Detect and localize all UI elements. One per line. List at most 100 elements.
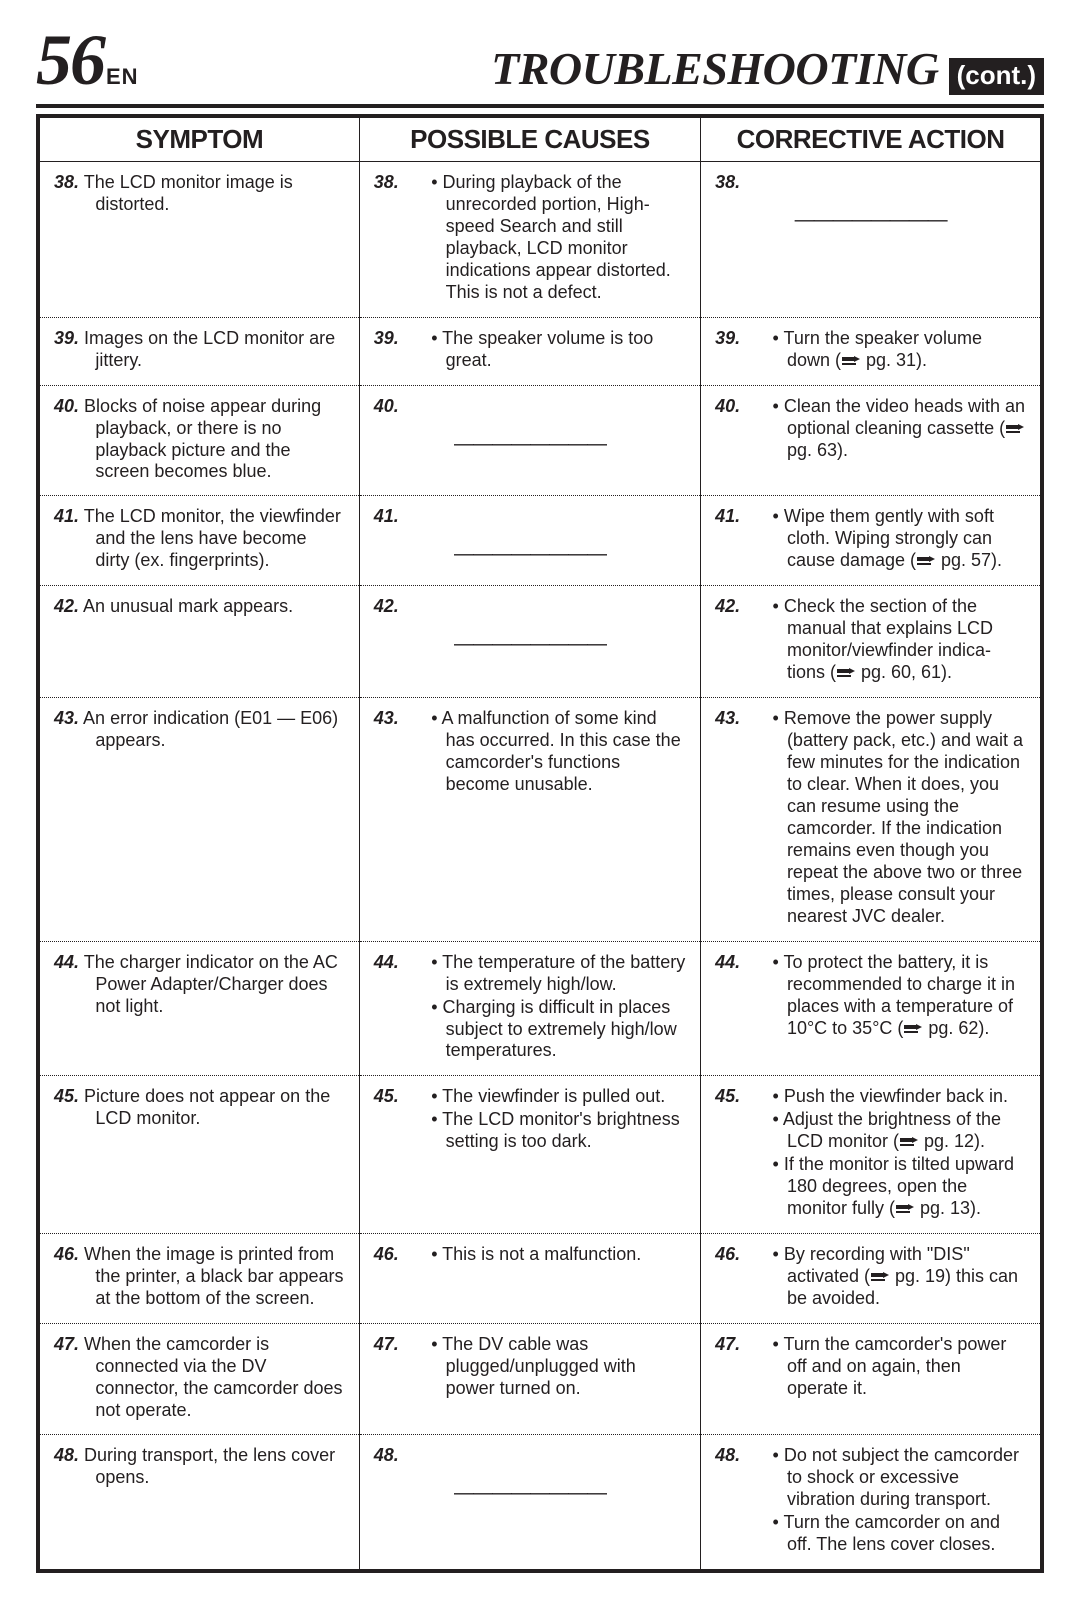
causes-cell: 46. This is not a malfunction. (359, 1234, 700, 1324)
symptom-cell: 38. The LCD monitor image is distorted. (38, 162, 359, 318)
bullet-item: The DV cable was plugged/unplugged with … (431, 1334, 686, 1400)
symptom-cell: 43. An error indication (E01 — E06) appe… (38, 698, 359, 942)
row-number: 42. (54, 596, 79, 616)
page-header: 56 EN TROUBLESHOOTING (cont.) (36, 24, 1044, 96)
row-number: 45. (374, 1086, 399, 1154)
action-cell: 42. Check the section of the manual that … (701, 586, 1042, 698)
row-number: 39. (54, 328, 79, 348)
row-number: 42. (374, 596, 399, 616)
bullet-item: Clean the video heads with an optional c… (773, 396, 1026, 462)
row-number: 42. (715, 596, 740, 685)
action-cell: 48.Do not subject the camcorder to shock… (701, 1434, 1042, 1570)
action-cell: 39.Turn the speaker volume down ( pg. 31… (701, 317, 1042, 385)
causes-cell: 38.During playback of the unrecorded por… (359, 162, 700, 318)
row-number: 44. (54, 952, 79, 972)
row-number: 48. (54, 1445, 79, 1465)
action-cell: 43.Remove the power supply (battery pack… (701, 698, 1042, 942)
col-header-action: CORRECTIVE ACTION (701, 116, 1042, 162)
bullet-item: A malfunction of some kind has occurred.… (431, 708, 686, 796)
row-number: 44. (374, 952, 399, 1064)
blank-dash: ———————— (374, 632, 686, 656)
header-rule (36, 104, 1044, 108)
bullet-item: Adjust the brightness of the LCD monitor… (773, 1109, 1026, 1153)
bullet-item: If the monitor is tilted upward 180 degr… (773, 1154, 1026, 1220)
symptom-cell: 39. Images on the LCD monitor are jitter… (38, 317, 359, 385)
symptom-cell: 42. An unusual mark appears. (38, 586, 359, 698)
row-number: 46. (374, 1244, 399, 1267)
symptom-cell: 47. When the camcorder is connected via … (38, 1323, 359, 1434)
row-number: 45. (54, 1086, 79, 1106)
row-number: 43. (54, 708, 79, 728)
bullet-item: The temperature of the battery is extrem… (431, 952, 686, 996)
bullet-item: Remove the power supply (battery pack, e… (773, 708, 1026, 928)
causes-cell: 44. The temperature of the battery is ext… (359, 941, 700, 1076)
ref-icon (841, 354, 861, 368)
ref-icon (895, 1202, 915, 1216)
row-number: 38. (715, 172, 740, 192)
row-number: 47. (715, 1334, 740, 1401)
symptom-text: Images on the LCD monitor are jittery. (84, 328, 335, 370)
row-number: 41. (54, 506, 79, 526)
table-row: 40. Blocks of noise appear during playba… (38, 385, 1042, 496)
bullet-item: Charging is difficult in places subject … (431, 997, 686, 1063)
ref-icon (870, 1270, 890, 1284)
bullet-item: Turn the camcorder on and off. The lens … (773, 1512, 1026, 1556)
row-number: 38. (374, 172, 399, 305)
symptom-cell: 48. During transport, the lens cover ope… (38, 1434, 359, 1570)
title-bar: TROUBLESHOOTING (cont.) (491, 42, 1044, 95)
table-row: 46. When the image is printed from the p… (38, 1234, 1042, 1324)
symptom-text: The LCD monitor, the viewfinder and the … (84, 506, 341, 570)
row-number: 39. (374, 328, 399, 373)
symptom-cell: 40. Blocks of noise appear during playba… (38, 385, 359, 496)
symptom-text: When the image is printed from the print… (84, 1244, 344, 1308)
col-header-causes: POSSIBLE CAUSES (359, 116, 700, 162)
action-cell: 46.By recording with "DIS" activated ( p… (701, 1234, 1042, 1324)
bullet-item: By recording with "DIS" activated ( pg. … (773, 1244, 1026, 1310)
blank-dash: ———————— (374, 432, 686, 456)
row-number: 40. (374, 396, 399, 416)
table-row: 44. The charger indicator on the AC Powe… (38, 941, 1042, 1076)
symptom-cell: 44. The charger indicator on the AC Powe… (38, 941, 359, 1076)
table-header-row: SYMPTOM POSSIBLE CAUSES CORRECTIVE ACTIO… (38, 116, 1042, 162)
causes-cell: 43. A malfunction of some kind has occurr… (359, 698, 700, 942)
ref-icon (916, 554, 936, 568)
action-cell: 41.Wipe them gently with soft cloth. Wip… (701, 496, 1042, 586)
bullet-item: The speaker volume is too great. (431, 328, 686, 372)
row-number: 40. (54, 396, 79, 416)
action-cell: 45.Push the viewfinder back in.Adjust th… (701, 1076, 1042, 1234)
action-cell: 40.Clean the video heads with an optiona… (701, 385, 1042, 496)
symptom-text: An error indication (E01 — E06) appears. (83, 708, 338, 750)
page-number-block: 56 EN (36, 24, 139, 96)
symptom-text: Blocks of noise appear during playback, … (84, 396, 321, 482)
page-number: 56 (36, 24, 104, 96)
causes-cell: 47.The DV cable was plugged/unplugged wi… (359, 1323, 700, 1434)
bullet-item: Do not subject the camcorder to shock or… (773, 1445, 1026, 1511)
causes-cell: 42. ———————— (359, 586, 700, 698)
symptom-cell: 46. When the image is printed from the p… (38, 1234, 359, 1324)
ref-icon (903, 1022, 923, 1036)
causes-cell: 40. ———————— (359, 385, 700, 496)
bullet-item: This is not a malfunction. (431, 1244, 686, 1266)
symptom-text: Picture does not appear on the LCD monit… (84, 1086, 330, 1128)
row-number: 47. (54, 1334, 79, 1354)
bullet-item: To protect the battery, it is recommende… (773, 952, 1026, 1040)
bullet-item: Check the section of the manual that exp… (773, 596, 1026, 684)
causes-cell: 39. The speaker volume is too great. (359, 317, 700, 385)
row-number: 46. (54, 1244, 79, 1264)
row-number: 38. (54, 172, 79, 192)
troubleshooting-table: SYMPTOM POSSIBLE CAUSES CORRECTIVE ACTIO… (36, 114, 1044, 1573)
table-row: 45. Picture does not appear on the LCD m… (38, 1076, 1042, 1234)
symptom-text: An unusual mark appears. (83, 596, 293, 616)
symptom-text: During transport, the lens cover opens. (84, 1445, 335, 1487)
row-number: 48. (374, 1445, 399, 1465)
col-header-symptom: SYMPTOM (38, 116, 359, 162)
table-row: 41. The LCD monitor, the viewfinder and … (38, 496, 1042, 586)
causes-cell: 45.The viewfinder is pulled out.The LCD … (359, 1076, 700, 1234)
row-number: 43. (374, 708, 399, 797)
bullet-item: Wipe them gently with soft cloth. Wiping… (773, 506, 1026, 572)
table-row: 42. An unusual mark appears.42.————————4… (38, 586, 1042, 698)
symptom-text: When the camcorder is connected via the … (84, 1334, 342, 1420)
causes-cell: 48.———————— (359, 1434, 700, 1570)
blank-dash: ———————— (374, 542, 686, 566)
table-row: 47. When the camcorder is connected via … (38, 1323, 1042, 1434)
